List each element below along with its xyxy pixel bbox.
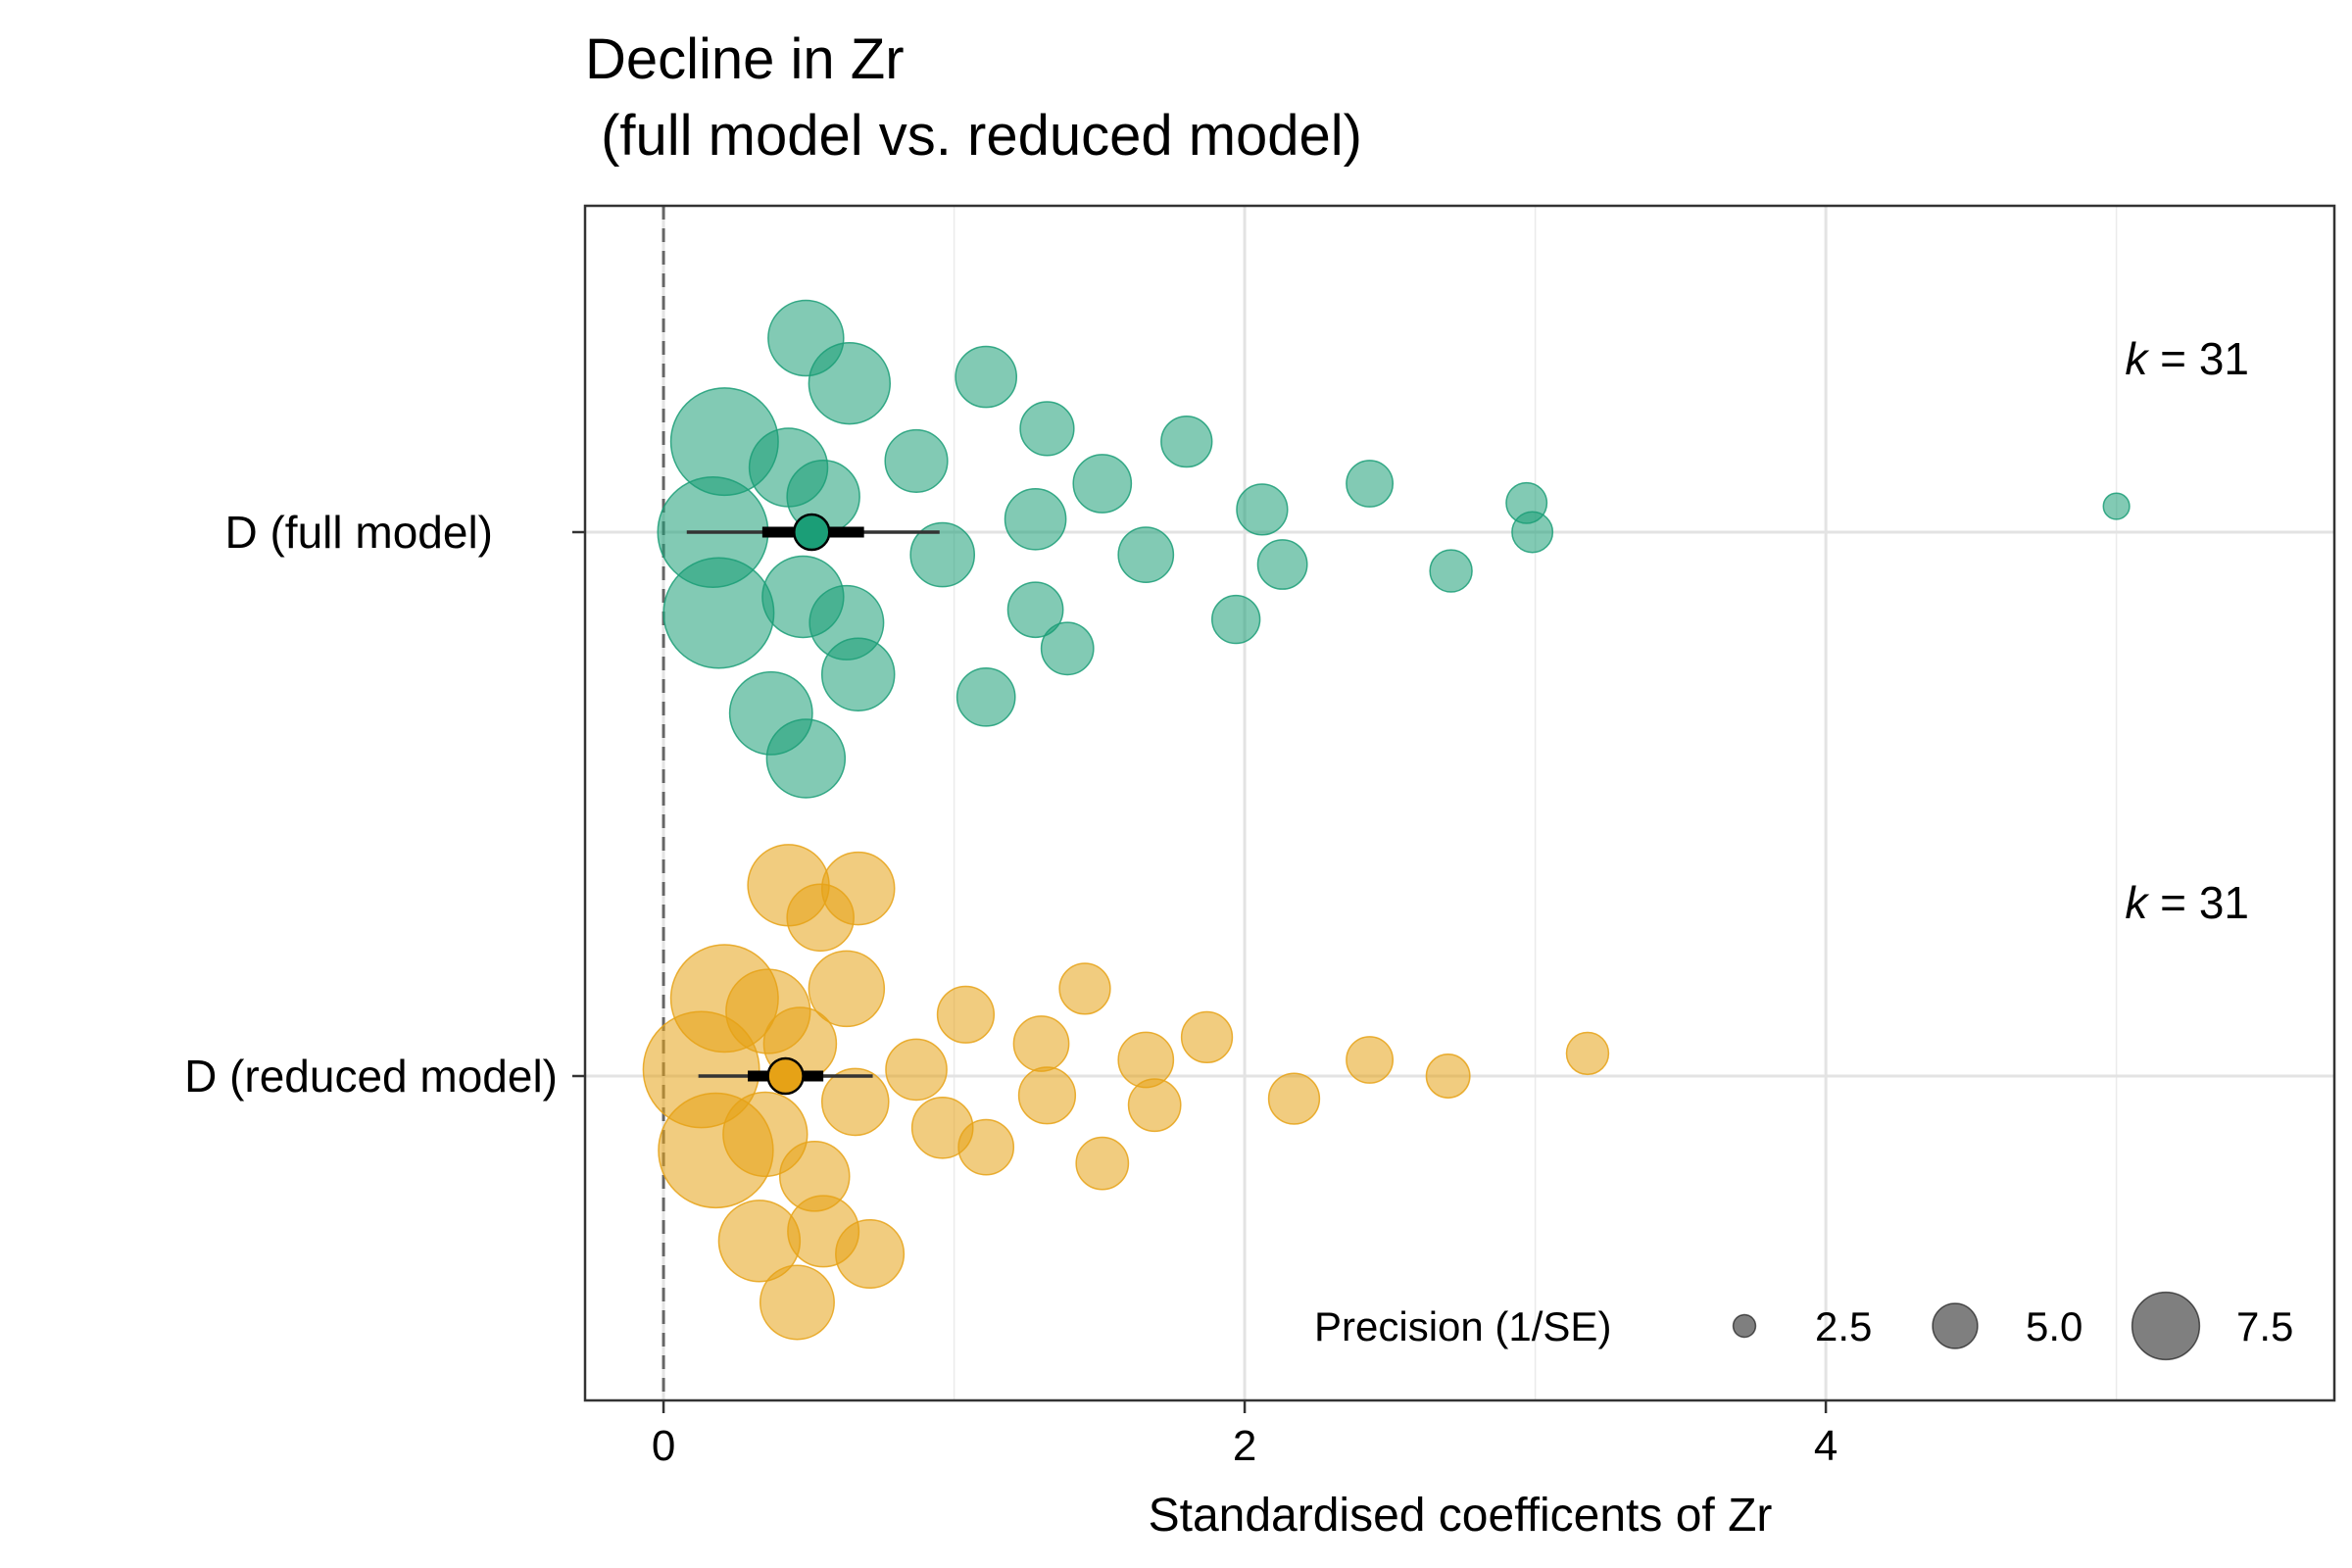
overall-estimate: [793, 513, 831, 552]
effect-size-point: [1117, 1031, 1175, 1089]
effect-size-point: [1425, 1054, 1471, 1099]
effect-size-point: [835, 1218, 906, 1290]
x-axis-title: Standardised coefficents of Zr: [1149, 1490, 1773, 1542]
effect-size-point: [820, 637, 896, 711]
legend-size-key: [1732, 1313, 1757, 1339]
y-category-label: D (full model): [224, 507, 493, 558]
effect-size-point: [1346, 460, 1395, 508]
k-labels: k = 31 k = 31: [2125, 333, 2249, 928]
effect-size-point: [909, 521, 976, 588]
effect-size-point: [820, 1067, 890, 1137]
effect-size-point: [1006, 581, 1064, 639]
effect-size-point: [1058, 962, 1111, 1015]
legend-size-key: [1932, 1302, 1979, 1349]
overall-estimate: [766, 1056, 805, 1096]
effect-size-point: [1017, 1066, 1077, 1125]
legend-entry-label: 2.5: [1815, 1303, 1872, 1349]
effect-size-point: [1127, 1078, 1182, 1133]
k-label: k = 31: [2125, 333, 2249, 384]
effect-size-point: [1429, 549, 1473, 593]
x-tick-label: 4: [1814, 1422, 1838, 1470]
effect-size-point: [808, 950, 886, 1028]
summary-estimates: [686, 513, 940, 1096]
effect-size-point: [1511, 511, 1554, 554]
effect-size-point: [786, 883, 855, 953]
effect-size-point: [2102, 492, 2131, 520]
data-points: [642, 299, 2131, 1341]
chart-title-line-2: (full model vs. reduced model): [585, 104, 1362, 168]
effect-size-point: [1211, 594, 1261, 645]
effect-size-point: [765, 718, 847, 799]
effect-size-point: [1019, 401, 1075, 457]
effect-size-point: [1160, 415, 1213, 468]
k-label: k = 31: [2125, 877, 2249, 928]
legend-entry-label: 7.5: [2236, 1303, 2293, 1349]
effect-size-point: [1256, 539, 1308, 590]
panel-border: [583, 204, 2336, 1402]
legend: Precision (1/SE) 2.5 5.0 7.5: [1314, 1291, 2293, 1361]
effect-size-point: [936, 985, 996, 1044]
effect-size-point: [884, 428, 949, 493]
effect-size-point: [885, 1038, 948, 1102]
effect-size-point: [955, 345, 1018, 409]
chart-title-line-1: Decline in Zr: [585, 27, 905, 91]
effect-size-point: [1346, 1036, 1395, 1084]
effect-size-point: [662, 557, 775, 669]
axes: 0 2 4 D (full model) D (reduced model): [184, 507, 1838, 1470]
effect-size-point: [1040, 621, 1095, 676]
effect-size-point: [1072, 454, 1133, 514]
effect-size-point: [1004, 487, 1067, 551]
effect-size-point: [1565, 1031, 1610, 1076]
effect-size-point: [957, 1118, 1015, 1176]
effect-size-point: [1180, 1010, 1234, 1064]
effect-size-point: [808, 342, 892, 425]
y-category-label: D (reduced model): [184, 1051, 558, 1102]
effect-size-point: [1267, 1072, 1321, 1125]
legend-size-key: [2131, 1291, 2201, 1361]
legend-title: Precision (1/SE): [1314, 1303, 1611, 1349]
x-tick-label: 0: [652, 1422, 675, 1470]
effect-size-point: [1075, 1136, 1130, 1191]
effect-size-point: [1117, 526, 1175, 583]
effect-size-point: [759, 1264, 835, 1341]
effect-size-point: [956, 666, 1016, 727]
legend-entry-label: 5.0: [2026, 1303, 2082, 1349]
effect-size-point: [1012, 1015, 1070, 1072]
effect-size-point: [658, 1092, 774, 1209]
effect-size-point: [1236, 483, 1289, 536]
x-tick-label: 2: [1233, 1422, 1256, 1470]
